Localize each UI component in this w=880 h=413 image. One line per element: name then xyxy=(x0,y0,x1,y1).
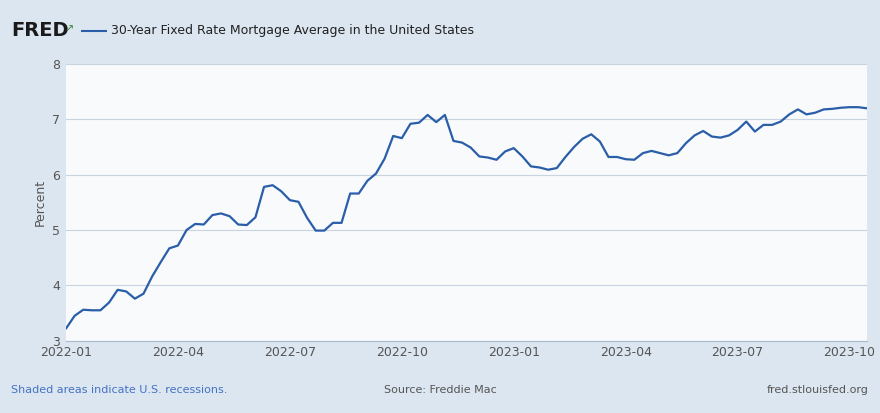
Text: FRED: FRED xyxy=(11,21,69,40)
Text: fred.stlouisfed.org: fred.stlouisfed.org xyxy=(766,385,869,395)
Text: Source: Freddie Mac: Source: Freddie Mac xyxy=(384,385,496,395)
Text: ↗: ↗ xyxy=(64,25,74,35)
Y-axis label: Percent: Percent xyxy=(34,179,47,226)
Text: Shaded areas indicate U.S. recessions.: Shaded areas indicate U.S. recessions. xyxy=(11,385,228,395)
Text: 30-Year Fixed Rate Mortgage Average in the United States: 30-Year Fixed Rate Mortgage Average in t… xyxy=(111,24,473,38)
